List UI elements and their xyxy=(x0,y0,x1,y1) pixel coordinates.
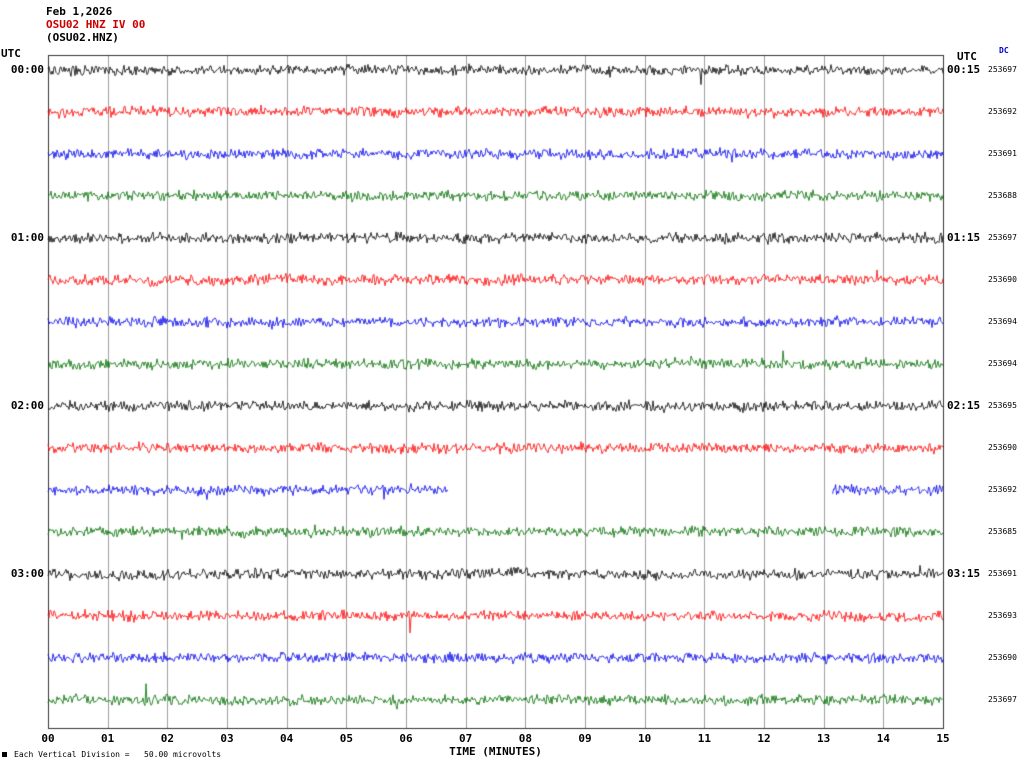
utc-left-header-label: UTC xyxy=(1,47,21,60)
x-tick-label: 01 xyxy=(101,732,115,745)
trace-utc-left-label: 00:00 xyxy=(10,63,44,76)
x-axis-title: TIME (MINUTES) xyxy=(449,745,542,758)
channel-label: (OSU02.HNZ) xyxy=(46,31,119,44)
trace-utc-right-label: 00:15 xyxy=(947,63,981,76)
x-tick-label: 03 xyxy=(220,732,234,745)
x-tick-label: 14 xyxy=(876,732,890,745)
trace-dc-value: 253685 xyxy=(988,527,1017,536)
trace-dc-value: 253694 xyxy=(988,359,1017,368)
trace-utc-right-label: 02:15 xyxy=(947,399,981,412)
x-tick-label: 11 xyxy=(697,732,711,745)
x-tick-label: 15 xyxy=(936,732,950,745)
trace-dc-value: 253697 xyxy=(988,233,1017,242)
x-tick-label: 06 xyxy=(399,732,413,745)
trace-dc-value: 253690 xyxy=(988,443,1017,452)
x-tick-label: 00 xyxy=(41,732,55,745)
trace-dc-value: 253697 xyxy=(988,65,1017,74)
trace-utc-left-label: 02:00 xyxy=(10,399,44,412)
trace-utc-right-label: 01:15 xyxy=(947,231,981,244)
x-tick-label: 07 xyxy=(459,732,473,745)
trace-dc-value: 253691 xyxy=(988,149,1017,158)
trace-dc-value: 253691 xyxy=(988,569,1017,578)
trace-utc-left-label: 03:00 xyxy=(10,567,44,580)
trace-dc-value: 253697 xyxy=(988,695,1017,704)
trace-dc-value: 253694 xyxy=(988,317,1017,326)
x-tick-label: 08 xyxy=(518,732,532,745)
station-label: OSU02 HNZ IV 00 xyxy=(46,18,146,31)
scale-footnote: Each Vertical Division = 50.00 microvolt… xyxy=(14,750,222,759)
x-tick-label: 04 xyxy=(280,732,294,745)
trace-dc-value: 253690 xyxy=(988,653,1017,662)
trace-dc-value: 253692 xyxy=(988,485,1017,494)
trace-dc-value: 253692 xyxy=(988,107,1017,116)
dc-header-label: DC xyxy=(999,46,1009,55)
x-tick-label: 10 xyxy=(638,732,652,745)
corner-mark-icon xyxy=(2,752,7,757)
trace-dc-value: 253690 xyxy=(988,275,1017,284)
x-tick-label: 09 xyxy=(578,732,592,745)
date-label: Feb 1,2026 xyxy=(46,5,113,18)
trace-dc-value: 253695 xyxy=(988,401,1017,410)
trace-dc-value: 253688 xyxy=(988,191,1017,200)
x-tick-label: 05 xyxy=(339,732,353,745)
trace-utc-left-label: 01:00 xyxy=(10,231,44,244)
x-tick-label: 12 xyxy=(757,732,771,745)
utc-right-header-label: UTC xyxy=(957,50,977,63)
x-tick-label: 02 xyxy=(160,732,174,745)
x-tick-label: 13 xyxy=(817,732,831,745)
trace-utc-right-label: 03:15 xyxy=(947,567,981,580)
trace-dc-value: 253693 xyxy=(988,611,1017,620)
